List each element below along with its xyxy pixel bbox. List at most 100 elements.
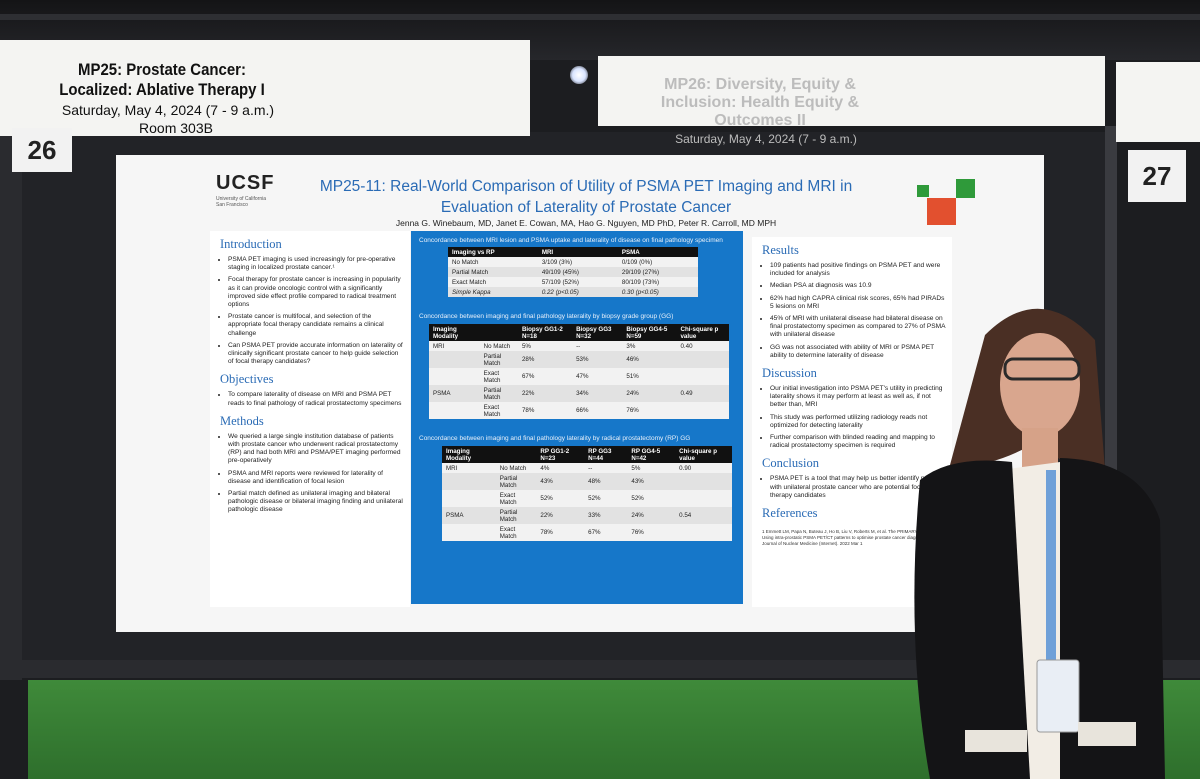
table-cell: 0.30 (p<0.05) bbox=[617, 287, 698, 297]
session-date: Saturday, May 4, 2024 (7 - 9 a.m.) bbox=[61, 102, 275, 118]
conclusion-bullet: PSMA PET is a tool that may help us bett… bbox=[770, 475, 952, 500]
logo-square-green-right bbox=[956, 179, 975, 198]
table-cell bbox=[429, 368, 480, 385]
table-cell: 78% bbox=[536, 524, 585, 541]
table-cell: 52% bbox=[536, 490, 585, 507]
table-row: Exact Match 67% 47% 51% bbox=[429, 368, 729, 385]
methods-bullet: PSMA and MRI reports were reviewed for l… bbox=[228, 470, 410, 486]
research-poster: UCSF University of California San Franci… bbox=[116, 155, 1044, 632]
table-header: RP GG4-5 N=42 bbox=[627, 446, 676, 463]
table-row: Exact Match 52% 52% 52% bbox=[442, 490, 732, 507]
table-cell: 4% bbox=[536, 463, 585, 473]
references-heading: References bbox=[762, 506, 818, 521]
table-cell: PSMA bbox=[442, 507, 496, 524]
session-sign: MP25: Prostate Cancer: Localized: Ablati… bbox=[0, 40, 530, 136]
table-cell: 33% bbox=[584, 507, 628, 524]
table2-caption: Concordance between imaging and final pa… bbox=[419, 313, 674, 320]
table-row: Exact Match 78% 66% 76% bbox=[429, 402, 729, 419]
discussion-bullet: Further comparison with blinded reading … bbox=[770, 434, 952, 450]
table-cell: Partial Match bbox=[448, 267, 538, 277]
table-cell: 0.22 (p<0.05) bbox=[537, 287, 618, 297]
next-session-date: Saturday, May 4, 2024 (7 - 9 a.m.) bbox=[675, 132, 857, 146]
methods-bullet: We queried a large single institution da… bbox=[228, 433, 410, 466]
table-cell: 3/109 (3%) bbox=[537, 257, 618, 267]
table-cell: No Match bbox=[479, 341, 518, 351]
edge-sign bbox=[1116, 62, 1200, 142]
table-cell: 0/109 (0%) bbox=[617, 257, 698, 267]
table-cell bbox=[676, 368, 729, 385]
results-bullet: GG was not associated with ability of MR… bbox=[770, 344, 952, 360]
logo-square-orange bbox=[927, 198, 956, 225]
board-number-26: 26 bbox=[12, 128, 72, 172]
table-cell bbox=[676, 351, 729, 368]
table-cell: 0.40 bbox=[676, 341, 729, 351]
table-row: Exact Match 57/109 (52%) 80/109 (73%) bbox=[448, 277, 698, 287]
results-bullet: 45% of MRI with unilateral disease had b… bbox=[770, 315, 952, 340]
table-cell: 76% bbox=[622, 402, 677, 419]
table-cell bbox=[429, 402, 480, 419]
introduction-bullet: PSMA PET imaging is used increasingly fo… bbox=[228, 256, 410, 272]
table-cell: 47% bbox=[572, 368, 623, 385]
table-cell bbox=[442, 473, 496, 490]
table-header: Imaging vs RP bbox=[448, 247, 538, 257]
discussion-list: Our initial investigation into PSMA PET'… bbox=[752, 385, 952, 450]
session-title: MP25: Prostate Cancer: Localized: Ablati… bbox=[59, 60, 265, 99]
table-row: MRI No Match 4% -- 5% 0.90 bbox=[442, 463, 732, 473]
session-room: Room 303B bbox=[139, 120, 213, 136]
center-tables-panel: Concordance between MRI lesion and PSMA … bbox=[411, 231, 743, 604]
introduction-bullet: Can PSMA PET provide accurate informatio… bbox=[228, 342, 410, 367]
table-header: MRI bbox=[537, 247, 618, 257]
table-cell: 22% bbox=[536, 507, 585, 524]
table-header: Biopsy GG3 N=32 bbox=[572, 324, 623, 341]
table-cell: Partial Match bbox=[495, 507, 537, 524]
conclusion-list: PSMA PET is a tool that may help us bett… bbox=[752, 475, 952, 500]
table-cell: Partial Match bbox=[479, 351, 518, 368]
presenter-glasses bbox=[1003, 357, 1081, 381]
table-cell: 52% bbox=[627, 490, 676, 507]
table-row: Exact Match 78% 67% 76% bbox=[442, 524, 732, 541]
poster-title: MP25-11: Real-World Comparison of Utilit… bbox=[319, 178, 853, 216]
table-cell: 29/109 (27%) bbox=[617, 267, 698, 277]
board-frame-bottom bbox=[20, 660, 1200, 678]
objectives-heading: Objectives bbox=[220, 372, 274, 387]
table-header: Chi-square p value bbox=[675, 446, 732, 463]
table-cell: -- bbox=[584, 463, 628, 473]
introduction-heading: Introduction bbox=[220, 237, 282, 251]
next-session-sign: MP26: Diversity, Equity & Inclusion: Hea… bbox=[598, 56, 1105, 146]
results-bullet: 109 patients had positive findings on PS… bbox=[770, 262, 952, 278]
table-cell: Simple Kappa bbox=[448, 287, 538, 297]
table-row: Partial Match 49/109 (45%) 29/109 (27%) bbox=[448, 267, 698, 277]
logo-square-green-left bbox=[917, 185, 929, 197]
table-header: Imaging Modality bbox=[429, 324, 480, 341]
table-header: RP GG1-2 N=23 bbox=[536, 446, 585, 463]
presenter-neck bbox=[1022, 428, 1058, 468]
table-mri-vs-psma: Imaging vs RP MRI PSMA No Match 3/109 (3… bbox=[448, 247, 698, 297]
left-column: Introduction PSMA PET imaging is used in… bbox=[210, 231, 410, 607]
introduction-list: PSMA PET imaging is used increasingly fo… bbox=[210, 256, 410, 366]
methods-list: We queried a large single institution da… bbox=[210, 433, 410, 515]
table-cell bbox=[676, 402, 729, 419]
table-cell: Partial Match bbox=[495, 473, 537, 490]
presenter-blazer-left bbox=[914, 460, 1030, 779]
table-cell bbox=[675, 490, 732, 507]
table-cell bbox=[675, 473, 732, 490]
table-cell: 49/109 (45%) bbox=[537, 267, 618, 277]
table-cell: 76% bbox=[627, 524, 676, 541]
table-cell: MRI bbox=[442, 463, 496, 473]
table-row: No Match 3/109 (3%) 0/109 (0%) bbox=[448, 257, 698, 267]
methods-heading: Methods bbox=[220, 413, 264, 428]
table-cell: Exact Match bbox=[479, 402, 518, 419]
table-cell: 48% bbox=[584, 473, 628, 490]
lanyard-strap bbox=[1046, 470, 1056, 660]
results-bullet: Median PSA at diagnosis was 10.9 bbox=[770, 282, 952, 290]
table-cell: 53% bbox=[572, 351, 623, 368]
table-header: PSMA bbox=[617, 247, 698, 257]
table-cell: No Match bbox=[495, 463, 537, 473]
table-cell: 52% bbox=[584, 490, 628, 507]
table-rp-grade-group: Imaging Modality RP GG1-2 N=23 RP GG3 N=… bbox=[442, 446, 732, 541]
table-cell: 43% bbox=[536, 473, 585, 490]
results-heading: Results bbox=[762, 243, 799, 257]
table-cell: Partial Match bbox=[479, 385, 518, 402]
table-header: RP GG3 N=44 bbox=[584, 446, 628, 463]
